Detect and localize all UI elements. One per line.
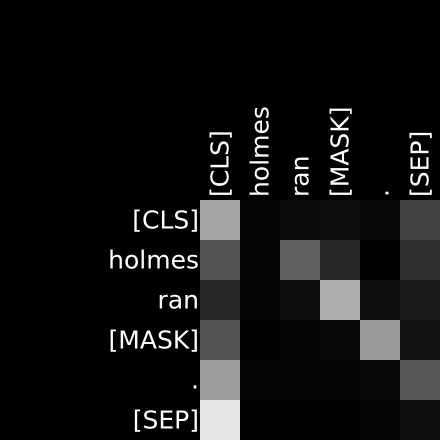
y-tick-label: [CLS] [132,206,199,235]
x-tick-label: [CLS] [206,130,235,197]
heatmap-cell [200,200,240,240]
x-tick-label: ran [286,156,315,197]
heatmap-cell [400,240,440,280]
heatmap-cell [320,280,360,320]
heatmap-cell [360,360,400,400]
heatmap-cell [400,360,440,400]
y-tick-label: . [191,366,199,395]
heatmap-cell [280,200,320,240]
x-tick-label: [SEP] [406,131,435,197]
heatmap-cell [400,200,440,240]
y-tick-label: [SEP] [133,406,199,435]
heatmap-cell [200,320,240,360]
y-tick-label: ran [158,286,199,315]
heatmap-cell [280,400,320,440]
heatmap-cell [400,320,440,360]
x-tick-label: . [366,189,395,197]
x-tick-label: [MASK] [326,107,355,197]
heatmap-cell [320,240,360,280]
heatmap-cell [240,280,280,320]
y-tick-label: [MASK] [109,326,199,355]
heatmap-cell [400,400,440,440]
heatmap-cell [360,400,400,440]
y-tick-label: holmes [108,246,199,275]
heatmap-cell [280,240,320,280]
heatmap-cell [200,240,240,280]
heatmap-cells [200,200,440,440]
heatmap-cell [360,200,400,240]
heatmap-cell [200,400,240,440]
heatmap-cell [360,240,400,280]
heatmap-cell [320,320,360,360]
heatmap-cell [200,280,240,320]
x-tick-label: holmes [246,106,275,197]
x-axis-tick-labels: [CLS] holmes ran [MASK]. [SEP] [206,106,435,197]
heatmap-cell [240,240,280,280]
heatmap-cell [360,320,400,360]
heatmap-cell [360,280,400,320]
heatmap-cell [280,280,320,320]
heatmap-cell [240,360,280,400]
heatmap-cell [200,360,240,400]
heatmap-cell [280,320,320,360]
heatmap-cell [240,320,280,360]
heatmap-cell [240,200,280,240]
heatmap-cell [320,400,360,440]
heatmap-cell [400,280,440,320]
heatmap-cell [240,400,280,440]
heatmap-cell [320,360,360,400]
heatmap-cell [280,360,320,400]
y-axis-tick-labels: [CLS] holmes ran [MASK]. [SEP] [108,206,199,435]
heatmap-cell [320,200,360,240]
